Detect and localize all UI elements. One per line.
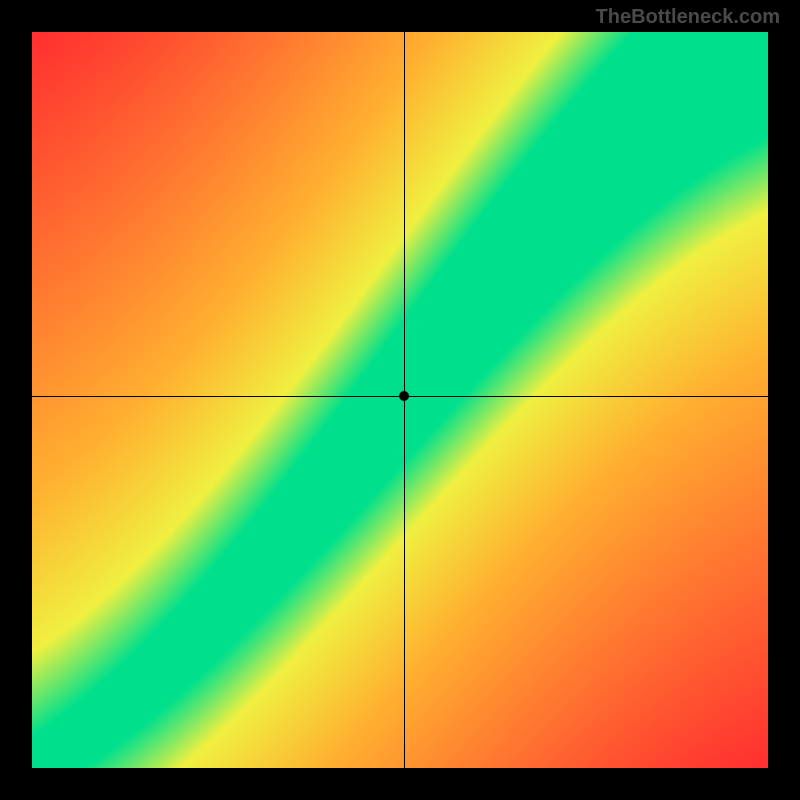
watermark-text: TheBottleneck.com (596, 6, 780, 29)
bottleneck-heatmap (32, 32, 768, 768)
crosshair-marker (399, 391, 409, 401)
